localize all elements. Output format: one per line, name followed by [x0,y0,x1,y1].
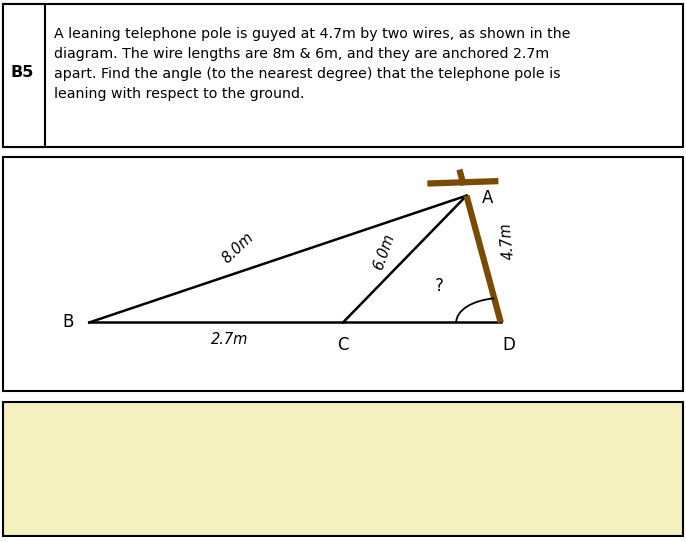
Text: 2.7m: 2.7m [211,332,248,347]
Text: 8.0m: 8.0m [220,229,257,266]
Text: B: B [62,313,74,332]
Text: ?: ? [435,277,443,295]
Text: B5: B5 [11,66,34,80]
Bar [3,4,45,147]
Text: 4.7m: 4.7m [499,221,517,260]
Text: C: C [338,336,348,354]
Text: A: A [482,189,493,207]
Text: 6.0m: 6.0m [370,231,397,272]
Text: D: D [503,336,515,354]
Text: A leaning telephone pole is guyed at 4.7m by two wires, as shown in the
diagram.: A leaning telephone pole is guyed at 4.7… [54,27,570,101]
